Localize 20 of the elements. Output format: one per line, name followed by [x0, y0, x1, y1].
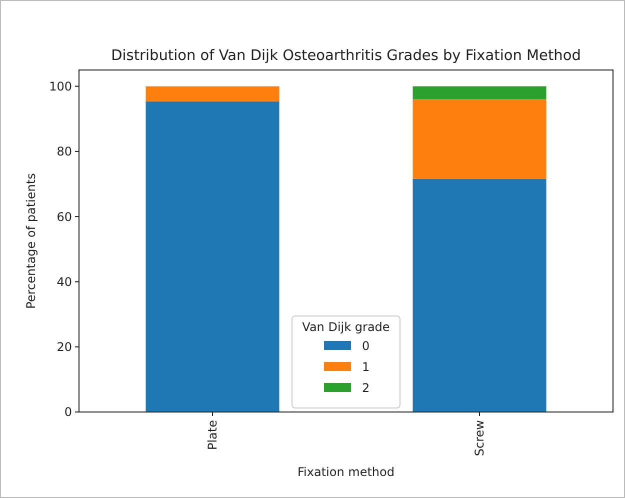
bar	[146, 101, 280, 412]
bar	[412, 99, 546, 179]
y-tick-label: 0	[64, 405, 72, 420]
bar	[412, 178, 546, 412]
y-tick-label: 100	[49, 79, 72, 94]
y-axis-title: Percentage of patients	[24, 173, 38, 309]
y-tick-label: 60	[56, 210, 72, 224]
chart-title: Distribution of Van Dijk Osteoarthritis Grades by Fixation Method	[111, 48, 581, 64]
legend-title: Van Dijk grade	[302, 320, 390, 334]
legend-label: 0	[362, 339, 370, 354]
legend-label: 2	[362, 381, 370, 396]
bar	[146, 86, 280, 102]
x-tick-label: Screw	[472, 420, 487, 456]
y-tick-label: 40	[56, 274, 72, 289]
x-tick-label: Plate	[206, 420, 220, 450]
y-tick-label: 80	[56, 144, 72, 159]
legend-label: 1	[362, 360, 370, 374]
bar	[412, 86, 546, 100]
x-axis-title: Fixation method	[298, 465, 394, 479]
y-tick-label: 20	[56, 340, 72, 354]
